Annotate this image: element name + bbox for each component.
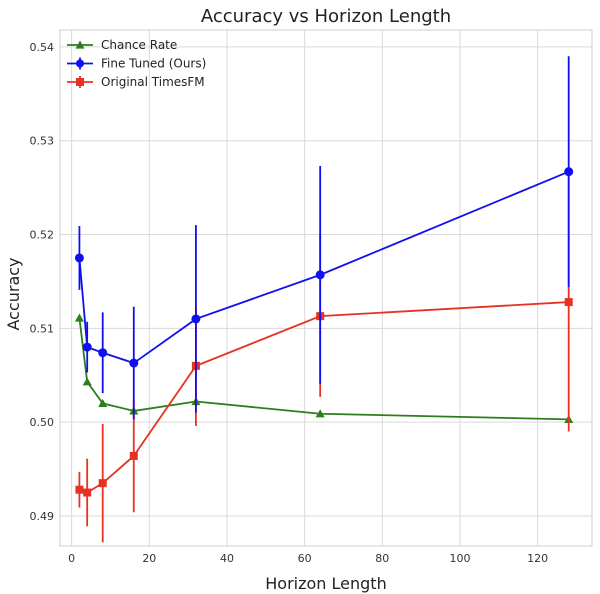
y-tick-label: 0.53 [30, 135, 55, 148]
data-point-marker [75, 485, 84, 494]
x-tick-label: 100 [449, 552, 470, 565]
x-tick-label: 80 [375, 552, 389, 565]
data-point-marker [76, 78, 84, 86]
plot-frame [59, 29, 593, 547]
x-axis-title: Horizon Length [265, 574, 386, 593]
data-point-marker [76, 59, 84, 68]
legend-label: Fine Tuned (Ours) [101, 57, 206, 71]
y-tick-label: 0.49 [30, 510, 55, 523]
x-tick-label: 40 [220, 552, 234, 565]
chart-title: Accuracy vs Horizon Length [201, 6, 451, 27]
data-point-marker [82, 342, 92, 352]
data-point-marker [191, 314, 201, 324]
plot-area: 0 20 40 60 80 100 120 0.49 0.50 0.51 0.52 0.53 0.54 C… [30, 29, 593, 565]
legend-label: Chance Rate [101, 38, 177, 52]
data-point-marker [83, 488, 92, 497]
data-point-marker [129, 451, 138, 460]
data-point-marker [315, 409, 325, 418]
data-point-marker [129, 358, 139, 368]
data-point-marker [98, 479, 107, 488]
data-point-marker [564, 298, 573, 307]
y-axis-title: Accuracy [4, 257, 23, 330]
legend-entry: Original TimesFM [67, 75, 205, 89]
data-point-marker [315, 270, 325, 280]
y-tick-label: 0.51 [30, 322, 55, 335]
data-point-marker [74, 253, 84, 263]
legend-entry: Chance Rate [67, 38, 177, 52]
x-tick-label: 60 [298, 552, 312, 565]
data-point-marker [75, 40, 85, 49]
data-point-marker [564, 167, 574, 177]
series-fine-tuned-ours [74, 56, 574, 420]
legend: Chance Rate Fine Tuned (Ours) Original Tim… [67, 38, 206, 89]
x-tick-label: 120 [527, 552, 548, 565]
data-point-marker [82, 377, 92, 386]
legend-entry: Fine Tuned (Ours) [67, 57, 206, 71]
y-tick-label: 0.50 [30, 416, 55, 429]
y-tick-label: 0.52 [30, 229, 55, 242]
x-tick-label: 0 [68, 552, 75, 565]
data-point-marker [98, 398, 108, 407]
x-tick-label: 20 [142, 552, 156, 565]
y-tick-label: 0.54 [30, 41, 55, 54]
data-point-marker [74, 313, 84, 322]
legend-label: Original TimesFM [101, 75, 205, 89]
data-point-marker [98, 348, 108, 358]
